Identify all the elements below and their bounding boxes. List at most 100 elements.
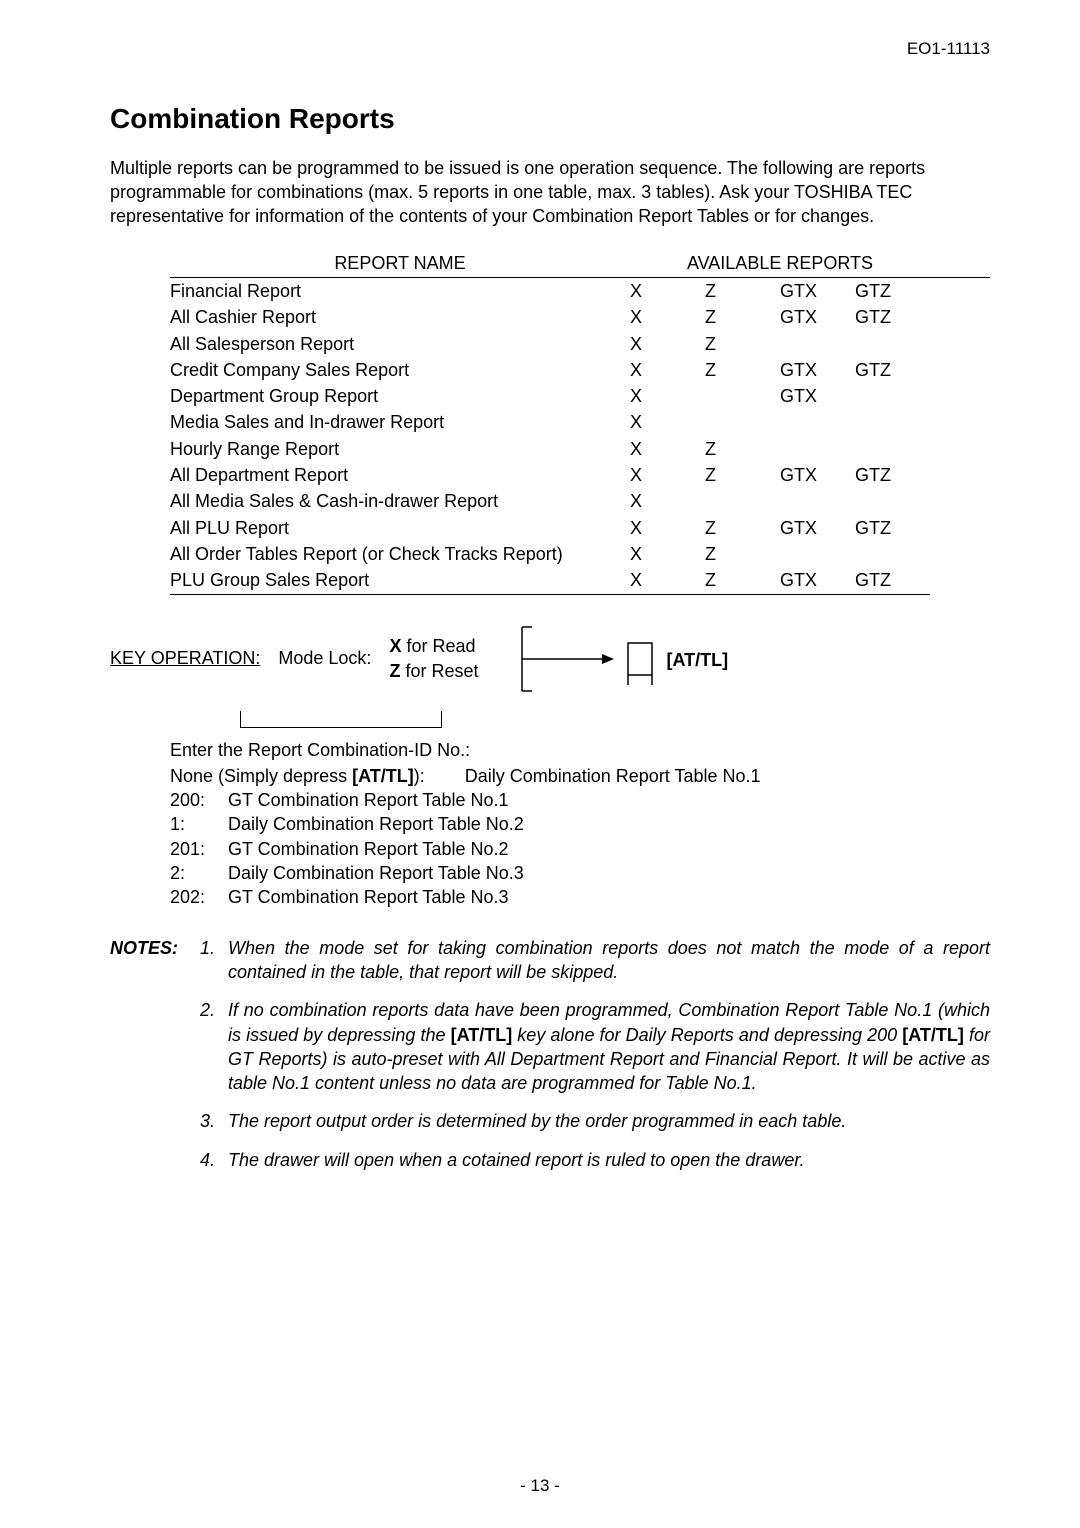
note-key: [AT/TL] [451,1025,513,1045]
note-number: 4. [200,1148,228,1172]
enter-value: Daily Combination Report Table No.2 [228,812,524,836]
x-read-text: for Read [401,636,475,656]
col-gtx: GTX [780,358,855,382]
enter-heading: Enter the Report Combination-ID No.: [170,738,990,762]
input-box-outline [240,711,442,728]
report-name-cell: All Media Sales & Cash-in-drawer Report [170,489,630,513]
col-x: X [630,358,705,382]
enter-row: 202:GT Combination Report Table No.3 [170,885,990,909]
page-number: - 13 - [0,1475,1080,1498]
col-z: Z [705,305,780,329]
report-name-cell: All PLU Report [170,516,630,540]
table-row: PLU Group Sales ReportXZGTXGTZ [170,567,990,593]
enter-row: 201:GT Combination Report Table No.2 [170,837,990,861]
table-row: All Cashier ReportXZGTXGTZ [170,304,990,330]
col-z [705,410,780,434]
z-reset-text: for Reset [400,661,478,681]
enter-row: 1:Daily Combination Report Table No.2 [170,812,990,836]
note-number: 3. [200,1109,228,1133]
note-item: 3.The report output order is determined … [200,1109,990,1133]
col-x: X [630,305,705,329]
key-operation-label: KEY OPERATION: [110,646,260,670]
table-row: All Salesperson ReportXZ [170,331,990,357]
notes-list: 1.When the mode set for taking combinati… [200,936,990,1186]
col-gtx [780,542,855,566]
col-gtz [855,542,930,566]
col-gtx [780,332,855,356]
col-x: X [630,568,705,592]
col-gtz [855,332,930,356]
none-suffix: ): [414,766,425,786]
table-header-available: AVAILABLE REPORTS [630,251,930,275]
table-row: Department Group ReportXGTX [170,383,990,409]
report-name-cell: All Cashier Report [170,305,630,329]
col-gtx [780,437,855,461]
table-row: Hourly Range ReportXZ [170,436,990,462]
col-gtx: GTX [780,463,855,487]
col-z [705,489,780,513]
col-z: Z [705,516,780,540]
table-body: Financial ReportXZGTXGTZAll Cashier Repo… [170,278,990,594]
page-title: Combination Reports [110,100,990,138]
enter-row: 200:GT Combination Report Table No.1 [170,788,990,812]
col-x: X [630,516,705,540]
table-row: Financial ReportXZGTXGTZ [170,278,990,304]
col-x: X [630,489,705,513]
col-gtx: GTX [780,516,855,540]
notes-block: NOTES: 1.When the mode set for taking co… [110,936,990,1186]
enter-key: 201: [170,837,228,861]
table-header-name: REPORT NAME [170,251,630,275]
enter-key: 202: [170,885,228,909]
table-row: Media Sales and In-drawer ReportX [170,409,990,435]
col-x: X [630,279,705,303]
enter-key: 2: [170,861,228,885]
note-text: When the mode set for taking combination… [228,938,990,982]
report-name-cell: Department Group Report [170,384,630,408]
note-text: The drawer will open when a cotained rep… [228,1150,805,1170]
report-name-cell: Hourly Range Report [170,437,630,461]
report-name-cell: Financial Report [170,279,630,303]
report-name-cell: All Salesperson Report [170,332,630,356]
intro-paragraph: Multiple reports can be programmed to be… [110,156,990,229]
none-prefix: None (Simply depress [170,766,352,786]
report-name-cell: All Department Report [170,463,630,487]
note-item: 4.The drawer will open when a cotained r… [200,1148,990,1172]
col-z: Z [705,358,780,382]
report-name-cell: All Order Tables Report (or Check Tracks… [170,542,630,566]
enter-row: 2:Daily Combination Report Table No.3 [170,861,990,885]
col-z: Z [705,542,780,566]
col-gtx [780,489,855,513]
enter-key: 200: [170,788,228,812]
none-desc: Daily Combination Report Table No.1 [465,764,761,788]
enter-value: GT Combination Report Table No.1 [228,788,509,812]
note-text: key alone for Daily Reports and depressi… [512,1025,902,1045]
col-gtz: GTZ [855,305,930,329]
table-row: All Order Tables Report (or Check Tracks… [170,541,990,567]
col-gtx: GTX [780,279,855,303]
note-item: 1.When the mode set for taking combinati… [200,936,990,985]
z-reset-bold: Z [389,661,400,681]
report-name-cell: Credit Company Sales Report [170,358,630,382]
col-x: X [630,542,705,566]
col-x: X [630,384,705,408]
enter-key: 1: [170,812,228,836]
col-gtx: GTX [780,305,855,329]
mode-lock-label: Mode Lock: [278,646,371,670]
col-x: X [630,332,705,356]
notes-label: NOTES: [110,936,200,1186]
col-gtx: GTX [780,568,855,592]
note-number: 2. [200,998,228,1095]
enter-row-none: None (Simply depress [AT/TL]): Daily Com… [170,764,990,788]
enter-block: Enter the Report Combination-ID No.: Non… [170,738,990,910]
enter-value: GT Combination Report Table No.2 [228,837,509,861]
note-number: 1. [200,936,228,985]
col-z: Z [705,463,780,487]
none-key: [AT/TL] [352,766,414,786]
table-row: All PLU ReportXZGTXGTZ [170,515,990,541]
col-gtz: GTZ [855,568,930,592]
col-z: Z [705,437,780,461]
table-row: All Media Sales & Cash-in-drawer ReportX [170,488,990,514]
report-table: REPORT NAME AVAILABLE REPORTS Financial … [170,251,990,595]
col-gtz: GTZ [855,279,930,303]
x-read-bold: X [389,636,401,656]
